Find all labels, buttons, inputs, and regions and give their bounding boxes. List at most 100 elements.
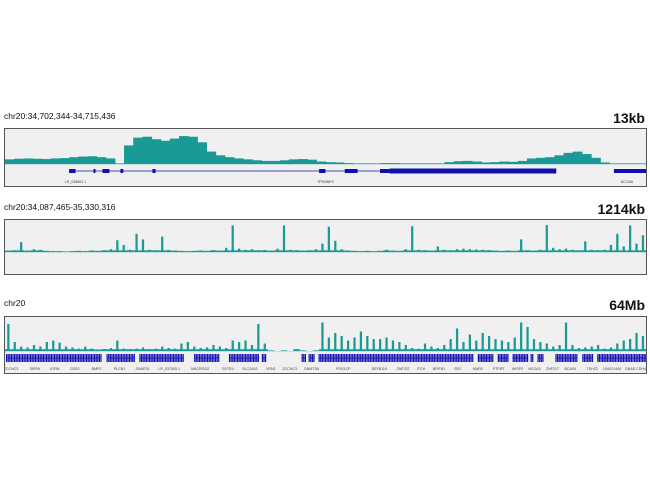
gene-exon xyxy=(203,354,205,362)
track-1-panel[interactable]: LR_038802.1 TP53INP2 NCOA6 xyxy=(4,128,647,187)
track-3-locus-title: chr20 xyxy=(4,298,26,308)
gene-exon xyxy=(9,354,11,362)
signal-bar xyxy=(571,249,574,252)
signal-bar xyxy=(584,241,587,252)
gene-exon xyxy=(236,354,239,362)
gene-exon xyxy=(55,354,57,362)
signal-bar xyxy=(302,350,305,351)
gene-exon xyxy=(387,354,389,362)
signal-bar xyxy=(270,250,273,252)
gene-label: SIRPA xyxy=(30,367,41,371)
gene-exon xyxy=(180,354,183,362)
gene-exon xyxy=(376,354,378,362)
gene-exon xyxy=(44,354,46,362)
signal-bar xyxy=(250,345,254,351)
signal-bar xyxy=(423,343,427,351)
gene-exon xyxy=(377,354,379,362)
gene-exon xyxy=(412,354,415,362)
signal-bar xyxy=(250,249,254,252)
signal-bar xyxy=(180,343,183,351)
gene-exon xyxy=(232,354,234,362)
gene-exon xyxy=(398,354,400,362)
signal-bar xyxy=(404,345,407,351)
gene-exon xyxy=(350,354,352,362)
signal-bar xyxy=(178,136,189,164)
signal-bar xyxy=(513,337,516,351)
signal-bar xyxy=(500,340,504,351)
signal-bar xyxy=(96,157,107,164)
gene-exon xyxy=(61,354,64,362)
gene-exon xyxy=(23,354,25,362)
signal-bar xyxy=(20,346,23,351)
gene-exon xyxy=(522,354,524,362)
signal-bar xyxy=(84,346,87,351)
signal-bar xyxy=(243,159,253,164)
gene-label: ZNF217 xyxy=(546,367,559,371)
signal-bar xyxy=(257,324,260,351)
gene-exon xyxy=(427,354,429,362)
signal-bar xyxy=(558,249,561,252)
signal-bar xyxy=(359,331,363,351)
gene-exon xyxy=(74,354,76,362)
gene-exon xyxy=(371,354,373,362)
signal-bar xyxy=(64,251,68,252)
signal-bar xyxy=(603,348,606,351)
gene-exon xyxy=(602,354,604,362)
signal-bar xyxy=(411,348,414,351)
gene-exon xyxy=(530,354,532,362)
signal-bar xyxy=(500,250,504,252)
signal-bar xyxy=(487,250,491,252)
gene-exon xyxy=(643,354,645,362)
signal-bar xyxy=(426,163,436,164)
gene-exon xyxy=(310,354,312,362)
gene-label: CDS2 xyxy=(70,367,80,371)
gene-exon xyxy=(168,354,170,362)
gene-exon xyxy=(448,354,450,362)
gene-exon xyxy=(583,354,586,362)
track-3-panel[interactable]: ZCCHC3 SIRPA ATRN CDS2 BMP2 PLCB1 SNAP25 LR_037… xyxy=(4,316,647,374)
signal-bar xyxy=(407,163,418,164)
signal-bar xyxy=(508,161,519,164)
signal-bar xyxy=(636,163,646,164)
gene-exon xyxy=(145,354,147,362)
signal-bar xyxy=(151,139,162,164)
signal-bar xyxy=(444,162,455,164)
gene-exon xyxy=(563,354,565,362)
signal-bar xyxy=(5,159,15,164)
gene-exon xyxy=(198,354,201,362)
gene-exon xyxy=(428,354,431,362)
signal-bar xyxy=(494,339,497,351)
gene-exon xyxy=(90,354,92,362)
gene-exon xyxy=(342,354,344,362)
gene-label: TP53INP2 xyxy=(317,180,334,184)
signal-bar xyxy=(590,346,593,351)
signal-bar xyxy=(71,347,74,351)
gene-exon xyxy=(485,354,487,362)
gene-label: ZNF337 xyxy=(397,367,410,371)
signal-bar xyxy=(526,250,529,252)
track-2-panel[interactable]: EIF2S2ASIPAHCYAHCYITCHITCHITCHDYNLRB1PIG… xyxy=(4,219,647,275)
signal-bar xyxy=(314,350,318,351)
gene-exon xyxy=(308,354,310,362)
signal-bar xyxy=(372,251,375,252)
gene-exon xyxy=(158,354,160,362)
signal-bar xyxy=(231,340,234,351)
gene-exon xyxy=(438,354,440,362)
gene-exon xyxy=(565,354,567,362)
signal-bar xyxy=(124,145,134,164)
signal-bar xyxy=(596,250,600,252)
gene-exon xyxy=(539,354,541,362)
gene-exon xyxy=(208,354,210,362)
gene-exon xyxy=(213,354,215,362)
signal-bar xyxy=(233,158,244,164)
signal-bar xyxy=(186,251,189,252)
signal-bar xyxy=(629,225,632,252)
signal-bar xyxy=(69,157,79,164)
signal-bar xyxy=(417,163,427,164)
signal-bar xyxy=(257,250,260,252)
gene-exon xyxy=(384,354,386,362)
gene-exon xyxy=(345,354,347,362)
signal-bar xyxy=(14,158,24,164)
signal-bar xyxy=(263,250,266,252)
gene-exon xyxy=(171,354,173,362)
